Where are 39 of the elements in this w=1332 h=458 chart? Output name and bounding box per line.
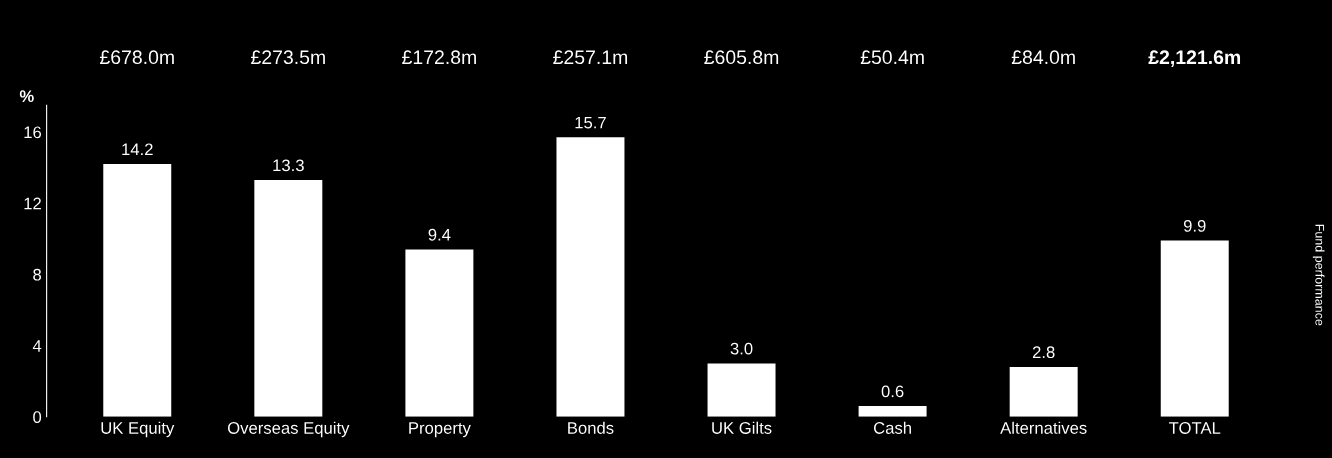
bar <box>405 249 474 417</box>
bar <box>1009 366 1078 417</box>
y-tick-label: 16 <box>24 126 42 139</box>
data-label: 3.0 <box>730 342 753 355</box>
x-tick-label: TOTAL <box>1169 422 1221 434</box>
x-tick-label: Cash <box>874 421 911 434</box>
y-tick-label: 4 <box>32 340 42 352</box>
data-label: 0.6 <box>881 385 904 398</box>
data-label: 9.9 <box>1183 219 1206 232</box>
x-tick-label: Alternatives <box>1000 421 1087 434</box>
x-tick-label: Property <box>409 422 471 438</box>
bar <box>103 164 172 417</box>
bar <box>707 363 776 417</box>
text: £50.4m <box>860 50 924 65</box>
text: £172.8m <box>402 50 476 65</box>
x-tick-label: UK Gilts <box>712 421 772 434</box>
y-tick-label: 8 <box>33 268 42 281</box>
bar <box>1160 240 1229 417</box>
data-label: 2.8 <box>1032 346 1055 359</box>
text: £2,121.6m <box>1148 50 1241 67</box>
text: Fund performance <box>1312 224 1325 326</box>
text: £605.8m <box>704 50 779 65</box>
data-label: 13.3 <box>273 159 304 172</box>
x-tick-label: Bonds <box>568 421 614 434</box>
text: £257.1m <box>553 50 628 65</box>
data-label: 15.7 <box>575 116 606 129</box>
bar <box>858 406 927 417</box>
y-tick-label: 0 <box>33 411 42 423</box>
data-label: 9.4 <box>428 228 451 241</box>
y-tick-label: 12 <box>24 197 41 210</box>
bar <box>556 137 625 417</box>
bar <box>254 180 323 417</box>
x-tick-label: UK Equity <box>101 421 175 438</box>
y-axis-title: % <box>19 90 34 103</box>
data-label: 14.2 <box>122 143 153 156</box>
text: £678.0m <box>99 50 174 65</box>
x-tick-label: Overseas Equity <box>227 421 350 438</box>
text: £84.0m <box>1011 50 1075 65</box>
text: £273.5m <box>251 50 325 65</box>
